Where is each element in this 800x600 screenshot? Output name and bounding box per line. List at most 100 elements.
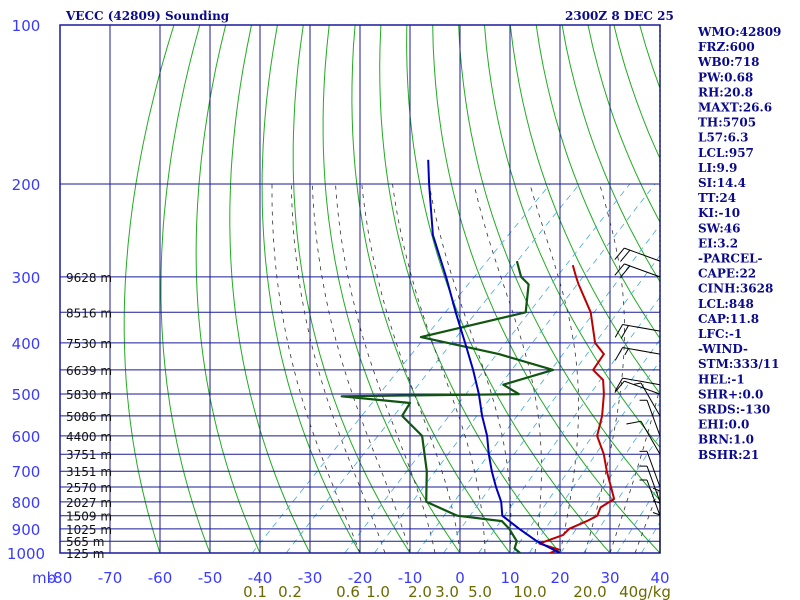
- stat-line: LCL:848: [698, 297, 754, 311]
- stat-line: -WIND-: [698, 342, 748, 356]
- stat-line: KI:-10: [698, 206, 740, 220]
- wind-barb: [639, 479, 661, 516]
- mixing-ratio-label: 5.0: [468, 583, 492, 600]
- mixing-ratio-label: 10.0: [513, 583, 546, 600]
- pressure-tick-label: 100: [12, 17, 41, 35]
- stat-line: TH:5705: [698, 116, 756, 130]
- stat-line: CINH:3628: [698, 282, 773, 296]
- barb-half: [652, 487, 661, 492]
- barb-half: [652, 500, 661, 504]
- stat-line: WB0:718: [697, 55, 759, 69]
- height-label: 5086 m: [66, 410, 112, 424]
- mixing-ratio-label: 1.0: [366, 583, 390, 600]
- height-label: 8516 m: [66, 306, 112, 320]
- dry-adiabat: [195, 25, 261, 553]
- dry-adiabat: [229, 25, 311, 553]
- barb-half: [639, 479, 648, 481]
- barb-staff: [622, 324, 661, 332]
- pressure-unit-label: mb: [32, 569, 56, 587]
- barb-full: [620, 265, 631, 278]
- dry-adiabat: [160, 25, 211, 553]
- mixing-ratio-line: [251, 183, 551, 553]
- stat-line: L57:6.3: [698, 131, 748, 145]
- mixing-ratio-line: [344, 183, 631, 553]
- temperature-tick-label: -60: [148, 569, 173, 587]
- stat-line: LCL:957: [698, 146, 754, 160]
- mixing-ratio-label: 40g/kg: [619, 583, 671, 600]
- stat-line: WMO:42809: [697, 25, 781, 39]
- height-label: 2570 m: [66, 481, 112, 495]
- wind-barbs: [614, 25, 661, 553]
- stat-line: BRN:1.0: [698, 433, 754, 447]
- mixing-ratio-line: [616, 483, 660, 553]
- dry-adiabat: [561, 25, 660, 283]
- stat-line: TT:24: [698, 191, 736, 205]
- height-label: 3751 m: [66, 448, 112, 462]
- dry-adiabat: [406, 25, 611, 553]
- temperature-tick-label: -40: [248, 569, 273, 587]
- barb-staff: [624, 263, 661, 278]
- temperature-tick-label: -20: [348, 569, 373, 587]
- barb-staff: [624, 380, 661, 395]
- dry-adiabat: [509, 25, 660, 395]
- temperature-tick-label: -80: [48, 569, 73, 587]
- barb-half: [652, 512, 661, 516]
- wind-barb: [639, 465, 661, 502]
- mixing-ratio-label: 3.0: [435, 583, 459, 600]
- stat-line: CAP:11.8: [698, 312, 759, 326]
- dry-adiabat: [351, 25, 511, 553]
- data-series: [340, 159, 616, 553]
- wind-barb: [633, 382, 661, 417]
- wind-barb: [614, 377, 661, 392]
- station-title: VECC (42809) Sounding: [65, 9, 230, 23]
- pressure-tick-label: 800: [12, 494, 41, 512]
- pressure-tick-label: 400: [12, 335, 41, 353]
- height-label: 125 m: [66, 547, 104, 561]
- height-label: 9628 m: [66, 271, 112, 285]
- stat-line: SI:14.4: [698, 176, 746, 190]
- dry-adiabat: [484, 25, 660, 449]
- dry-adiabat: [769, 25, 800, 564]
- stat-line: FRZ:600: [698, 40, 755, 54]
- temperature-tick-label: 40: [650, 569, 669, 587]
- dry-adiabat: [261, 25, 361, 553]
- moist-adiabat: [291, 183, 386, 553]
- barb-staff: [622, 347, 661, 355]
- barb-staff: [646, 451, 661, 488]
- mixing-ratio-line: [443, 254, 660, 553]
- stat-line: RH:20.8: [698, 85, 753, 99]
- dry-adiabat: [322, 25, 461, 553]
- mixing-ratio-line: [583, 434, 660, 553]
- mixing-ratio-label: 20.0: [573, 583, 606, 600]
- pressure-tick-label: 200: [12, 176, 41, 194]
- wind-barb: [639, 450, 661, 488]
- stat-line: EHI:0.0: [698, 418, 749, 432]
- time-label: 2300Z 8 DEC 25: [565, 9, 674, 23]
- barb-full: [614, 263, 625, 276]
- wind-barb: [614, 263, 661, 278]
- temperature-tick-label: -30: [298, 569, 323, 587]
- barb-staff: [640, 382, 661, 417]
- barb-full: [614, 380, 625, 393]
- temperature-tick-label: 10: [500, 569, 519, 587]
- wind-barb: [614, 347, 661, 361]
- temperature-tick-label: 20: [550, 569, 569, 587]
- pressure-tick-label: 600: [12, 428, 41, 446]
- dry-adiabat: [123, 25, 175, 553]
- temperature-tick-label: 0: [455, 569, 465, 587]
- barb-full: [614, 324, 624, 338]
- wind-barb: [639, 399, 661, 437]
- stat-line: SW:46: [698, 221, 740, 235]
- stat-line: EI:3.2: [698, 236, 738, 250]
- moist-adiabat: [473, 183, 542, 553]
- dry-adiabat: [458, 25, 660, 502]
- stat-line: HEL:-1: [698, 372, 745, 386]
- barb-staff: [646, 465, 661, 502]
- grid: [59, 24, 661, 554]
- stat-line: CAPE:22: [698, 267, 756, 281]
- stat-line: PW:0.68: [698, 70, 753, 84]
- pressure-tick-label: 700: [12, 463, 41, 481]
- pressure-tick-label: 900: [12, 521, 41, 539]
